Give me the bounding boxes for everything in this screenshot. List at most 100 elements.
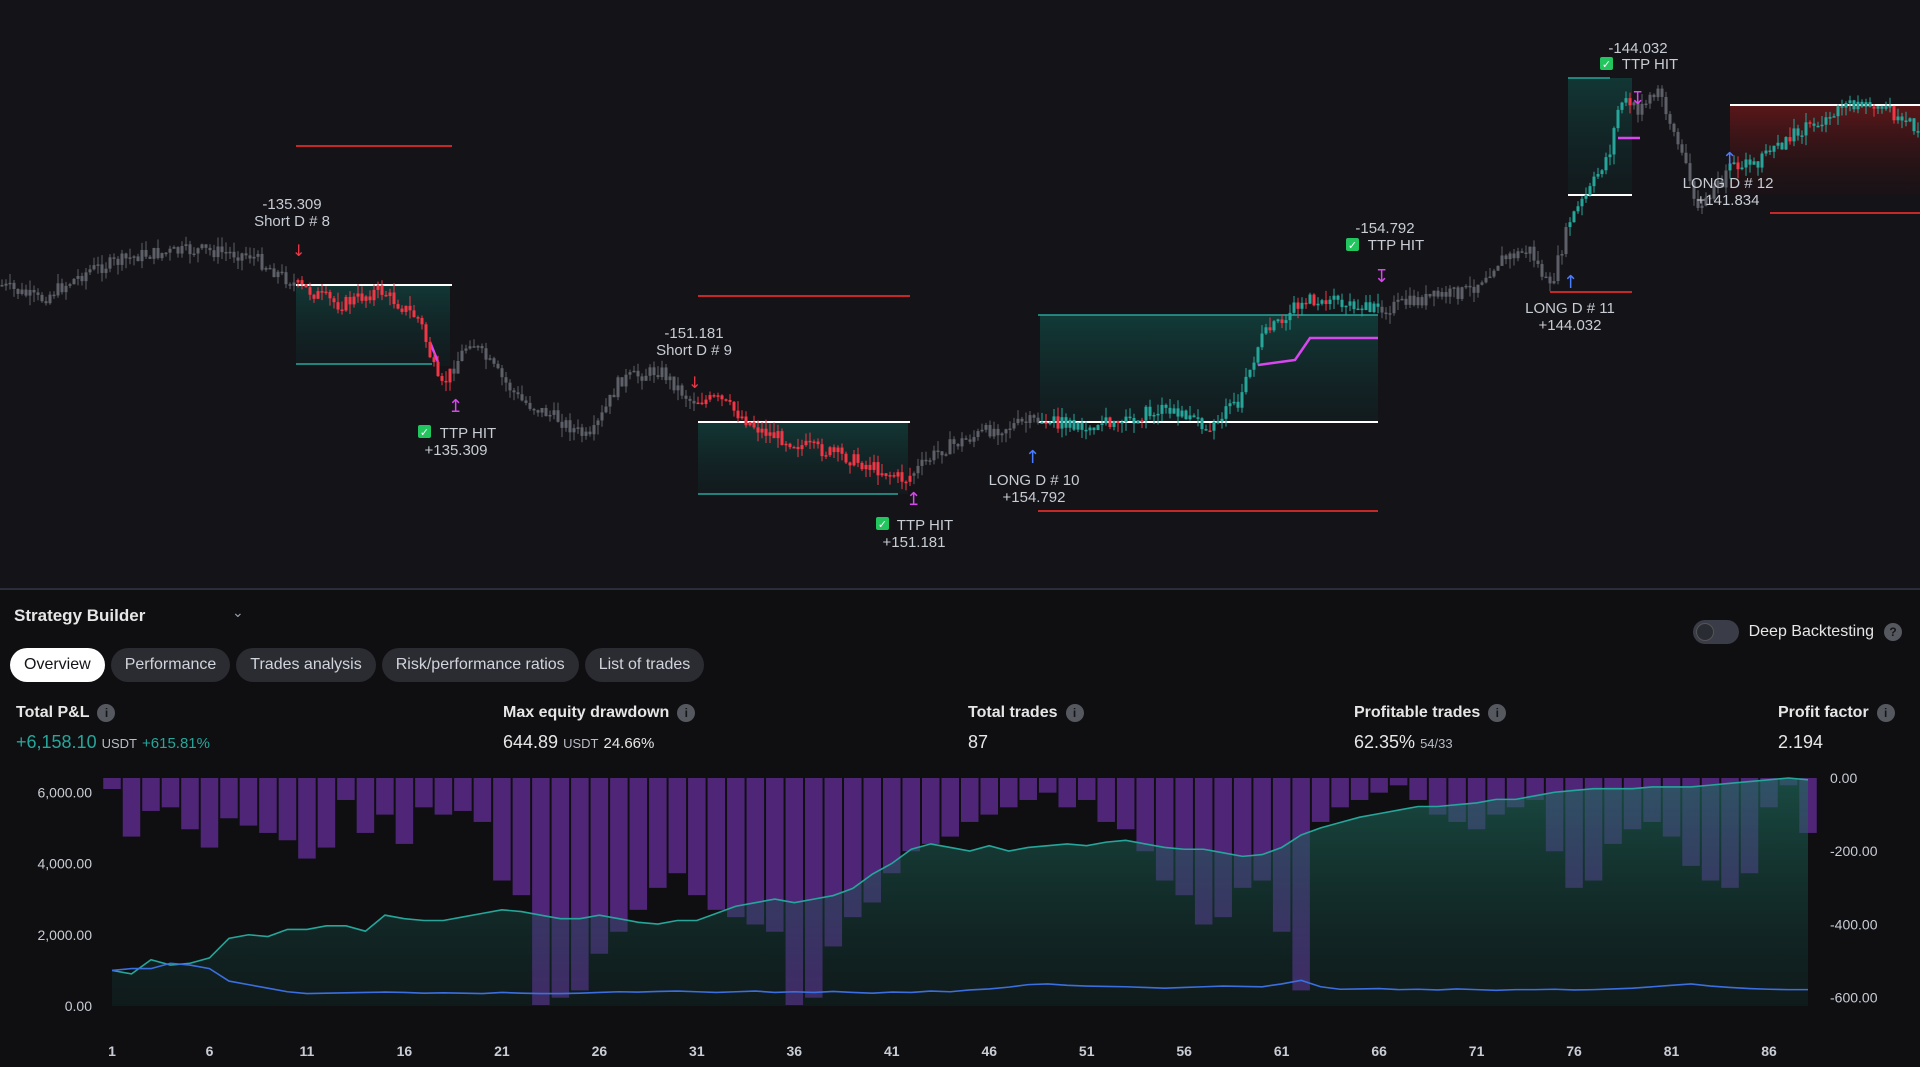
stat-unit: USDT bbox=[101, 736, 137, 751]
x-axis-tick: 16 bbox=[397, 1043, 413, 1059]
candle-body bbox=[1512, 253, 1516, 259]
candle-body bbox=[1760, 153, 1764, 168]
deep-backtesting-control: Deep Backtesting ? bbox=[1692, 620, 1902, 644]
candle-body bbox=[212, 250, 216, 258]
chevron-down-icon[interactable]: ⌄ bbox=[232, 604, 244, 620]
candle-body bbox=[1436, 290, 1440, 297]
candle-body bbox=[1696, 198, 1700, 208]
candle-body bbox=[984, 424, 988, 430]
help-icon[interactable]: ? bbox=[1884, 623, 1902, 641]
candle-body bbox=[1708, 197, 1712, 200]
candle-body bbox=[892, 475, 896, 477]
candle-body bbox=[1768, 150, 1772, 153]
candle-body bbox=[428, 341, 432, 358]
candle-body bbox=[1164, 404, 1168, 408]
candle-body bbox=[1552, 281, 1556, 284]
tab-trades-analysis[interactable]: Trades analysis bbox=[236, 648, 376, 682]
tab-list-of-trades[interactable]: List of trades bbox=[584, 648, 705, 682]
candle-body bbox=[824, 455, 828, 457]
candle-body bbox=[704, 399, 708, 405]
candle-body bbox=[1132, 418, 1136, 424]
exit-arrow-icon: ↧ bbox=[1374, 266, 1389, 287]
tab-performance[interactable]: Performance bbox=[110, 648, 231, 682]
candle-body bbox=[564, 420, 568, 428]
candle-body bbox=[1032, 415, 1036, 418]
candle-body bbox=[1876, 106, 1880, 109]
x-axis-tick: 86 bbox=[1761, 1043, 1777, 1059]
candle-body bbox=[416, 317, 420, 319]
candle-body bbox=[412, 310, 416, 318]
deep-backtesting-toggle[interactable] bbox=[1692, 620, 1739, 644]
candle-body bbox=[1252, 362, 1256, 370]
candle-body bbox=[1396, 299, 1400, 302]
candle-body bbox=[1160, 404, 1164, 414]
x-axis-tick: 36 bbox=[787, 1043, 803, 1059]
drawdown-bar bbox=[1038, 778, 1057, 793]
candle-body bbox=[1048, 422, 1052, 425]
stat-value: +6,158.10 bbox=[16, 732, 97, 752]
candle-body bbox=[200, 244, 204, 249]
toggle-knob bbox=[1695, 623, 1714, 641]
equity-line bbox=[111, 777, 1809, 975]
deep-backtesting-label: Deep Backtesting bbox=[1748, 623, 1874, 640]
candle-body bbox=[1776, 142, 1780, 146]
candle-body bbox=[1312, 294, 1316, 306]
candle-body bbox=[1688, 163, 1692, 182]
tab-risk-ratios[interactable]: Risk/performance ratios bbox=[381, 648, 579, 682]
candle-body bbox=[612, 394, 616, 398]
candle-body bbox=[1660, 88, 1664, 97]
drawdown-bar bbox=[1077, 778, 1096, 800]
candle-body bbox=[1424, 293, 1428, 306]
drawdown-bar bbox=[941, 778, 959, 837]
candle-body bbox=[156, 247, 160, 259]
info-icon[interactable]: i bbox=[97, 704, 116, 722]
stat-label: Profit factor bbox=[1778, 704, 1869, 721]
candle-body bbox=[976, 431, 980, 438]
candle-body bbox=[1880, 106, 1884, 109]
right-axis-tick: -600.00 bbox=[1830, 990, 1878, 1006]
candle-body bbox=[532, 408, 536, 411]
drawdown-bar bbox=[1409, 778, 1427, 800]
candle-body bbox=[1624, 98, 1628, 103]
info-icon[interactable]: i bbox=[1876, 704, 1895, 722]
check-mark: ✓ bbox=[1602, 59, 1611, 71]
candle-body bbox=[164, 252, 168, 255]
candle-body bbox=[1884, 106, 1888, 109]
candle-body bbox=[636, 370, 640, 377]
candle-body bbox=[384, 294, 388, 297]
candle-body bbox=[756, 427, 760, 433]
candle-body bbox=[252, 256, 256, 259]
candle-body bbox=[660, 367, 664, 378]
candle-body bbox=[1248, 369, 1252, 377]
info-icon[interactable]: i bbox=[677, 704, 696, 722]
candle-body bbox=[652, 367, 656, 376]
candle-body bbox=[516, 392, 520, 395]
candle-body bbox=[20, 289, 24, 294]
trail-line-long10 bbox=[1257, 336, 1378, 367]
tab-overview[interactable]: Overview bbox=[10, 648, 105, 682]
price-chart[interactable]: ↓ ↓ ↑ ↑ ↑ ↥ ↥ ↧ ↧ -135.309 Short D # 8 ✓… bbox=[0, 0, 1920, 588]
drawdown-bar bbox=[395, 778, 414, 844]
candle-body bbox=[1064, 417, 1068, 428]
equity-chart[interactable]: 0.00 2,000.00 4,000.00 6,000.00 0.00 -200.00 -… bbox=[0, 766, 1920, 1067]
stat-unit: USDT bbox=[563, 736, 599, 751]
candle-body bbox=[148, 256, 152, 259]
candle-body bbox=[224, 252, 228, 254]
drawdown-bar bbox=[356, 778, 375, 833]
candle-body bbox=[1580, 198, 1584, 207]
pane-divider[interactable] bbox=[0, 588, 1920, 590]
short-arrow-icon: ↓ bbox=[292, 241, 305, 260]
candle-body bbox=[1628, 98, 1632, 106]
x-axis-tick: 51 bbox=[1079, 1043, 1095, 1059]
info-icon[interactable]: i bbox=[1065, 704, 1084, 722]
candle-body bbox=[588, 431, 592, 435]
candle-body bbox=[648, 367, 652, 376]
candle-body bbox=[716, 395, 720, 397]
candle-body bbox=[1912, 118, 1916, 132]
candle-body bbox=[884, 473, 888, 476]
candle-body bbox=[116, 258, 120, 265]
drawdown-bar bbox=[161, 778, 180, 808]
candle-body bbox=[888, 475, 892, 477]
candle-body bbox=[388, 292, 392, 297]
info-icon[interactable]: i bbox=[1488, 704, 1507, 722]
